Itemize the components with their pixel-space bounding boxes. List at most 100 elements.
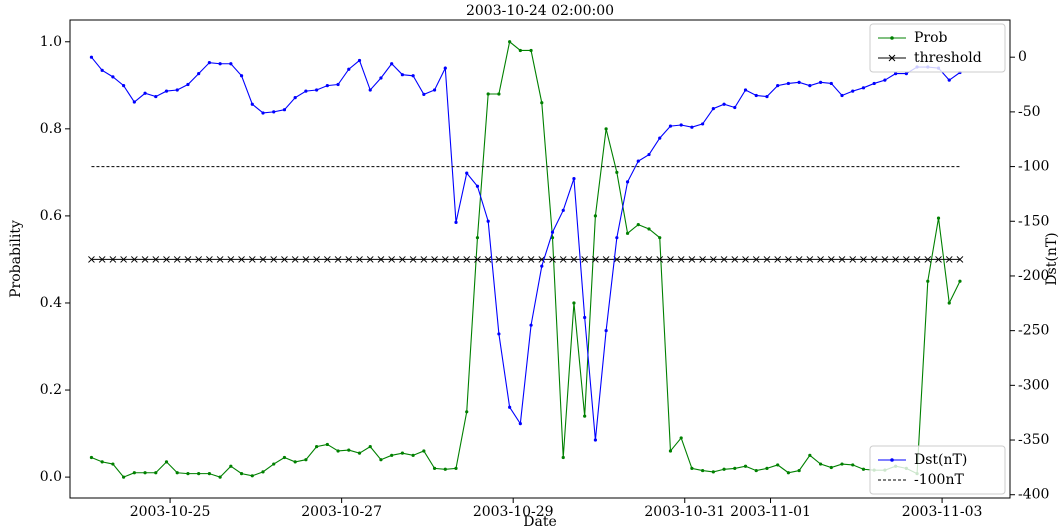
series-line: [91, 56, 961, 441]
data-point: [861, 467, 866, 471]
data-point: [293, 96, 297, 100]
data-point: [379, 458, 383, 462]
data-point: [304, 89, 308, 93]
data-point: [261, 111, 265, 115]
threshold-marker: [892, 256, 899, 263]
legend-label: -100nT: [914, 472, 964, 488]
data-point: [207, 61, 211, 65]
x-marker-stroke: [559, 256, 567, 263]
threshold-marker: [98, 256, 106, 263]
data-point: [936, 216, 941, 220]
data-point: [164, 89, 169, 93]
x-marker-stroke: [592, 256, 599, 263]
x-marker-stroke: [527, 256, 535, 263]
threshold-marker: [924, 256, 932, 263]
x-marker-stroke: [388, 256, 396, 263]
y2-tick-label: 0: [1018, 49, 1027, 65]
y-tick-label: 0.0: [40, 469, 62, 485]
data-point: [786, 471, 791, 475]
data-point: [197, 472, 201, 476]
x-marker-stroke: [602, 256, 610, 263]
x-marker-stroke: [495, 256, 503, 263]
data-point: [229, 62, 233, 66]
data-point: [272, 110, 276, 114]
data-point: [207, 472, 211, 476]
threshold-marker: [731, 256, 739, 263]
data-point: [282, 455, 287, 460]
threshold-marker: [881, 256, 889, 263]
threshold-marker: [827, 256, 835, 263]
threshold-marker: [592, 256, 599, 263]
data-point: [679, 436, 683, 440]
x-marker-stroke: [645, 256, 653, 263]
threshold-marker: [163, 256, 170, 263]
data-point: [636, 159, 640, 163]
data-point: [218, 62, 222, 66]
data-point: [550, 230, 555, 234]
data-point: [100, 460, 104, 464]
threshold-marker: [377, 256, 385, 263]
x-tick-label: 2003-10-29: [473, 504, 554, 520]
x-marker-stroke: [281, 256, 288, 263]
y2-tick-label: -50: [1018, 104, 1041, 120]
data-point: [754, 468, 758, 473]
y-tick-label: 0.8: [40, 121, 62, 137]
threshold-marker: [516, 256, 524, 263]
x-marker-stroke: [195, 256, 203, 263]
data-point: [357, 58, 362, 63]
data-point: [658, 236, 662, 240]
threshold-marker: [838, 256, 846, 263]
data-point: [325, 84, 329, 88]
threshold-marker: [356, 256, 363, 263]
y2-tick-label: -400: [1018, 487, 1049, 503]
y2-tick-label: -150: [1018, 213, 1049, 229]
y2-tick-label: -100: [1018, 159, 1049, 175]
data-point: [486, 219, 490, 223]
x-marker-stroke: [313, 256, 320, 263]
threshold-marker: [570, 256, 578, 263]
data-point: [315, 88, 319, 92]
legend-label: threshold: [914, 50, 982, 66]
data-point: [743, 88, 748, 92]
x-marker-stroke: [173, 256, 181, 263]
x-marker-stroke: [827, 256, 835, 263]
legend-marker: [890, 458, 894, 462]
threshold-marker: [645, 256, 653, 263]
x-marker-stroke: [817, 256, 824, 263]
x-marker-stroke: [892, 256, 899, 263]
data-point: [272, 462, 276, 466]
data-point: [239, 74, 244, 78]
data-point: [422, 92, 426, 96]
y2-axis-label: Dst(nT): [1044, 232, 1060, 285]
data-point: [368, 445, 372, 449]
threshold-marker: [763, 256, 771, 263]
x-marker-stroke: [141, 256, 149, 263]
x-marker-stroke: [130, 256, 138, 263]
data-point: [154, 94, 158, 99]
data-point: [239, 472, 244, 476]
x-marker-stroke: [924, 256, 932, 263]
threshold-marker: [506, 256, 513, 263]
data-point: [668, 449, 673, 453]
x-marker-stroke: [163, 256, 170, 263]
data-point: [518, 48, 522, 53]
x-marker-stroke: [302, 256, 310, 263]
data-point: [883, 78, 887, 82]
data-point: [765, 466, 769, 470]
data-point: [443, 66, 447, 70]
y2-tick-label: -200: [1018, 268, 1049, 284]
x-axis-label: Date: [523, 514, 556, 530]
data-point: [250, 474, 254, 478]
data-point: [186, 82, 190, 87]
x-marker-stroke: [399, 256, 406, 263]
threshold-marker: [248, 256, 256, 263]
x-marker-stroke: [484, 256, 492, 263]
data-point: [926, 279, 930, 283]
threshold-marker: [409, 256, 417, 263]
x-marker-stroke: [699, 256, 706, 263]
threshold-marker: [281, 256, 288, 263]
plot-frame: [69, 19, 1011, 499]
x-tick-label: 2003-11-01: [730, 504, 811, 520]
data-point: [454, 220, 458, 224]
